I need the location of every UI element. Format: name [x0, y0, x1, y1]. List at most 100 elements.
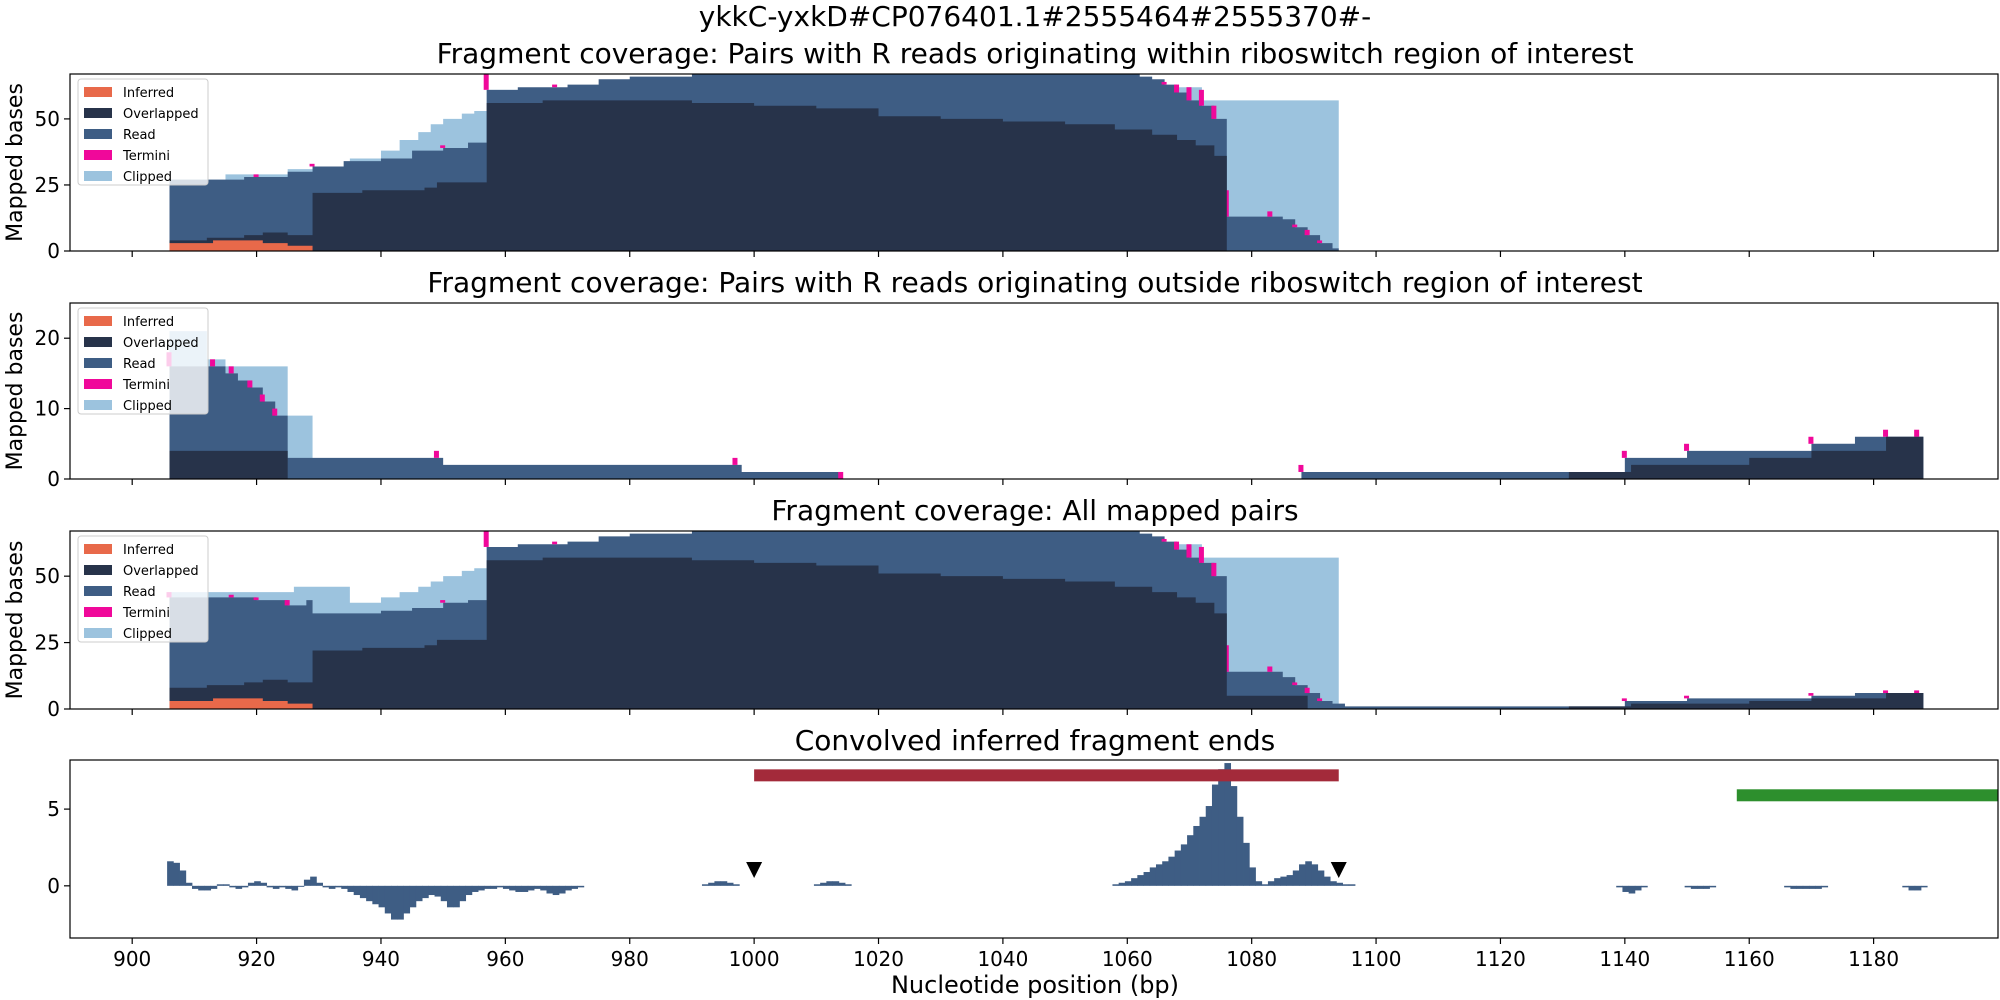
- terminus-mark: [272, 408, 278, 416]
- convolved-bar: [1267, 881, 1275, 886]
- x-tick-label: 920: [237, 947, 275, 971]
- convolved-bar: [272, 885, 280, 889]
- terminus-mark: [1267, 666, 1273, 672]
- terminus-mark: [1292, 224, 1298, 228]
- convolved-bar: [1124, 881, 1132, 886]
- y-tick-label: 25: [35, 173, 60, 197]
- convolved-bar: [1628, 885, 1636, 894]
- convolved-bar: [1305, 861, 1312, 886]
- convolved-bar: [328, 885, 336, 889]
- legend-swatch: [84, 87, 112, 97]
- legend-label: Read: [123, 128, 156, 143]
- convolved-bar: [708, 882, 715, 886]
- y-tick-label: 0: [47, 239, 60, 263]
- panel-1: Fragment coverage: Pairs with R reads or…: [3, 37, 1999, 263]
- convolved-bar: [241, 885, 249, 888]
- convolved-bar: [459, 885, 467, 902]
- convolved-bar: [335, 885, 342, 888]
- legend-label: Termini: [122, 378, 170, 393]
- convolved-bar: [720, 881, 728, 886]
- convolved-bar: [415, 885, 423, 902]
- riboswitch-region-bar: [754, 769, 1339, 782]
- convolved-bar: [167, 861, 174, 886]
- terminus-mark: [253, 597, 259, 601]
- series-overlapped: [169, 557, 1924, 709]
- legend-swatch: [84, 628, 112, 638]
- terminus-mark: [247, 380, 253, 388]
- y-tick-label: 0: [47, 874, 60, 898]
- terminus-mark: [309, 163, 315, 167]
- convolved-bar: [490, 885, 498, 889]
- convolved-bar: [1187, 835, 1194, 886]
- convolved-bar: [409, 885, 417, 908]
- terminus-mark: [440, 600, 446, 603]
- terminus-mark: [1304, 229, 1310, 236]
- convolved-bar: [496, 885, 504, 888]
- terminus-mark: [284, 600, 290, 606]
- legend-label: Termini: [122, 606, 170, 621]
- y-axis-label: Mapped bases: [3, 541, 28, 700]
- legend-swatch: [84, 400, 112, 410]
- convolved-bar: [1697, 885, 1704, 889]
- convolved-bar: [366, 885, 373, 902]
- legend-label: Overlapped: [123, 107, 199, 122]
- convolved-bar: [577, 885, 585, 888]
- convolved-bar: [515, 885, 523, 892]
- terminus-mark: [210, 359, 216, 367]
- convolved-bar: [1224, 763, 1232, 886]
- plot-area: [166, 531, 1924, 709]
- convolved-bar: [820, 882, 827, 886]
- convolved-bar: [1914, 885, 1922, 891]
- terminus-mark: [1621, 698, 1627, 702]
- figure-suptitle: ykkC-yxkD#CP076401.1#2555464#2555370#-: [699, 0, 1371, 33]
- terminus-mark: [483, 74, 489, 90]
- terminus-mark: [1317, 698, 1323, 702]
- convolved-bar: [1274, 878, 1281, 886]
- convolved-bar: [185, 882, 193, 886]
- convolved-bar: [223, 884, 230, 886]
- terminus-mark: [253, 174, 259, 178]
- axes-frame: [69, 302, 1999, 480]
- terminus-mark: [1211, 105, 1217, 119]
- legend-label: Clipped: [123, 170, 172, 185]
- convolved-bar: [453, 885, 460, 908]
- convolved-bar: [714, 881, 722, 886]
- terminus-mark: [1161, 538, 1167, 542]
- legend-swatch: [84, 171, 112, 181]
- legend-swatch: [84, 607, 112, 617]
- terminus-mark: [732, 457, 738, 465]
- legend: Inferred Overlapped Read Termini Clipped: [77, 307, 209, 415]
- legend-label: Overlapped: [123, 336, 199, 351]
- convolved-bar: [1703, 885, 1710, 889]
- legend-label: Overlapped: [123, 564, 199, 579]
- convolved-bar: [322, 885, 330, 888]
- terminus-mark: [1317, 240, 1323, 244]
- terminus-mark: [1914, 429, 1920, 437]
- convolved-bar: [372, 885, 379, 905]
- terminus-mark: [1304, 687, 1310, 694]
- convolved-bar: [403, 885, 411, 914]
- convolved-bar: [347, 885, 355, 892]
- panels: Fragment coverage: Pairs with R reads or…: [3, 37, 1999, 971]
- y-tick-label: 50: [35, 564, 60, 588]
- convolved-bar: [1149, 867, 1157, 886]
- x-tick-label: 940: [362, 947, 400, 971]
- convolved-bar: [297, 885, 305, 887]
- legend-label: Inferred: [123, 543, 174, 558]
- convolved-bar: [1616, 885, 1623, 888]
- convolved-bar: [1821, 885, 1829, 888]
- convolved-bar: [845, 884, 852, 886]
- legend-label: Termini: [122, 149, 170, 164]
- convolved-bar: [1709, 885, 1717, 888]
- convolved-bar: [1802, 885, 1810, 889]
- y-tick-label: 10: [35, 397, 60, 421]
- convolved-bar: [210, 885, 218, 889]
- terminus-mark: [228, 594, 234, 598]
- panel-title: Convolved inferred fragment ends: [795, 724, 1276, 757]
- convolved-bar: [254, 881, 261, 886]
- convolved-bar: [1790, 885, 1797, 889]
- convolved-bar: [229, 885, 236, 888]
- convolved-bar: [509, 885, 516, 891]
- terminus-mark: [1808, 436, 1814, 444]
- convolved-bar: [440, 885, 448, 902]
